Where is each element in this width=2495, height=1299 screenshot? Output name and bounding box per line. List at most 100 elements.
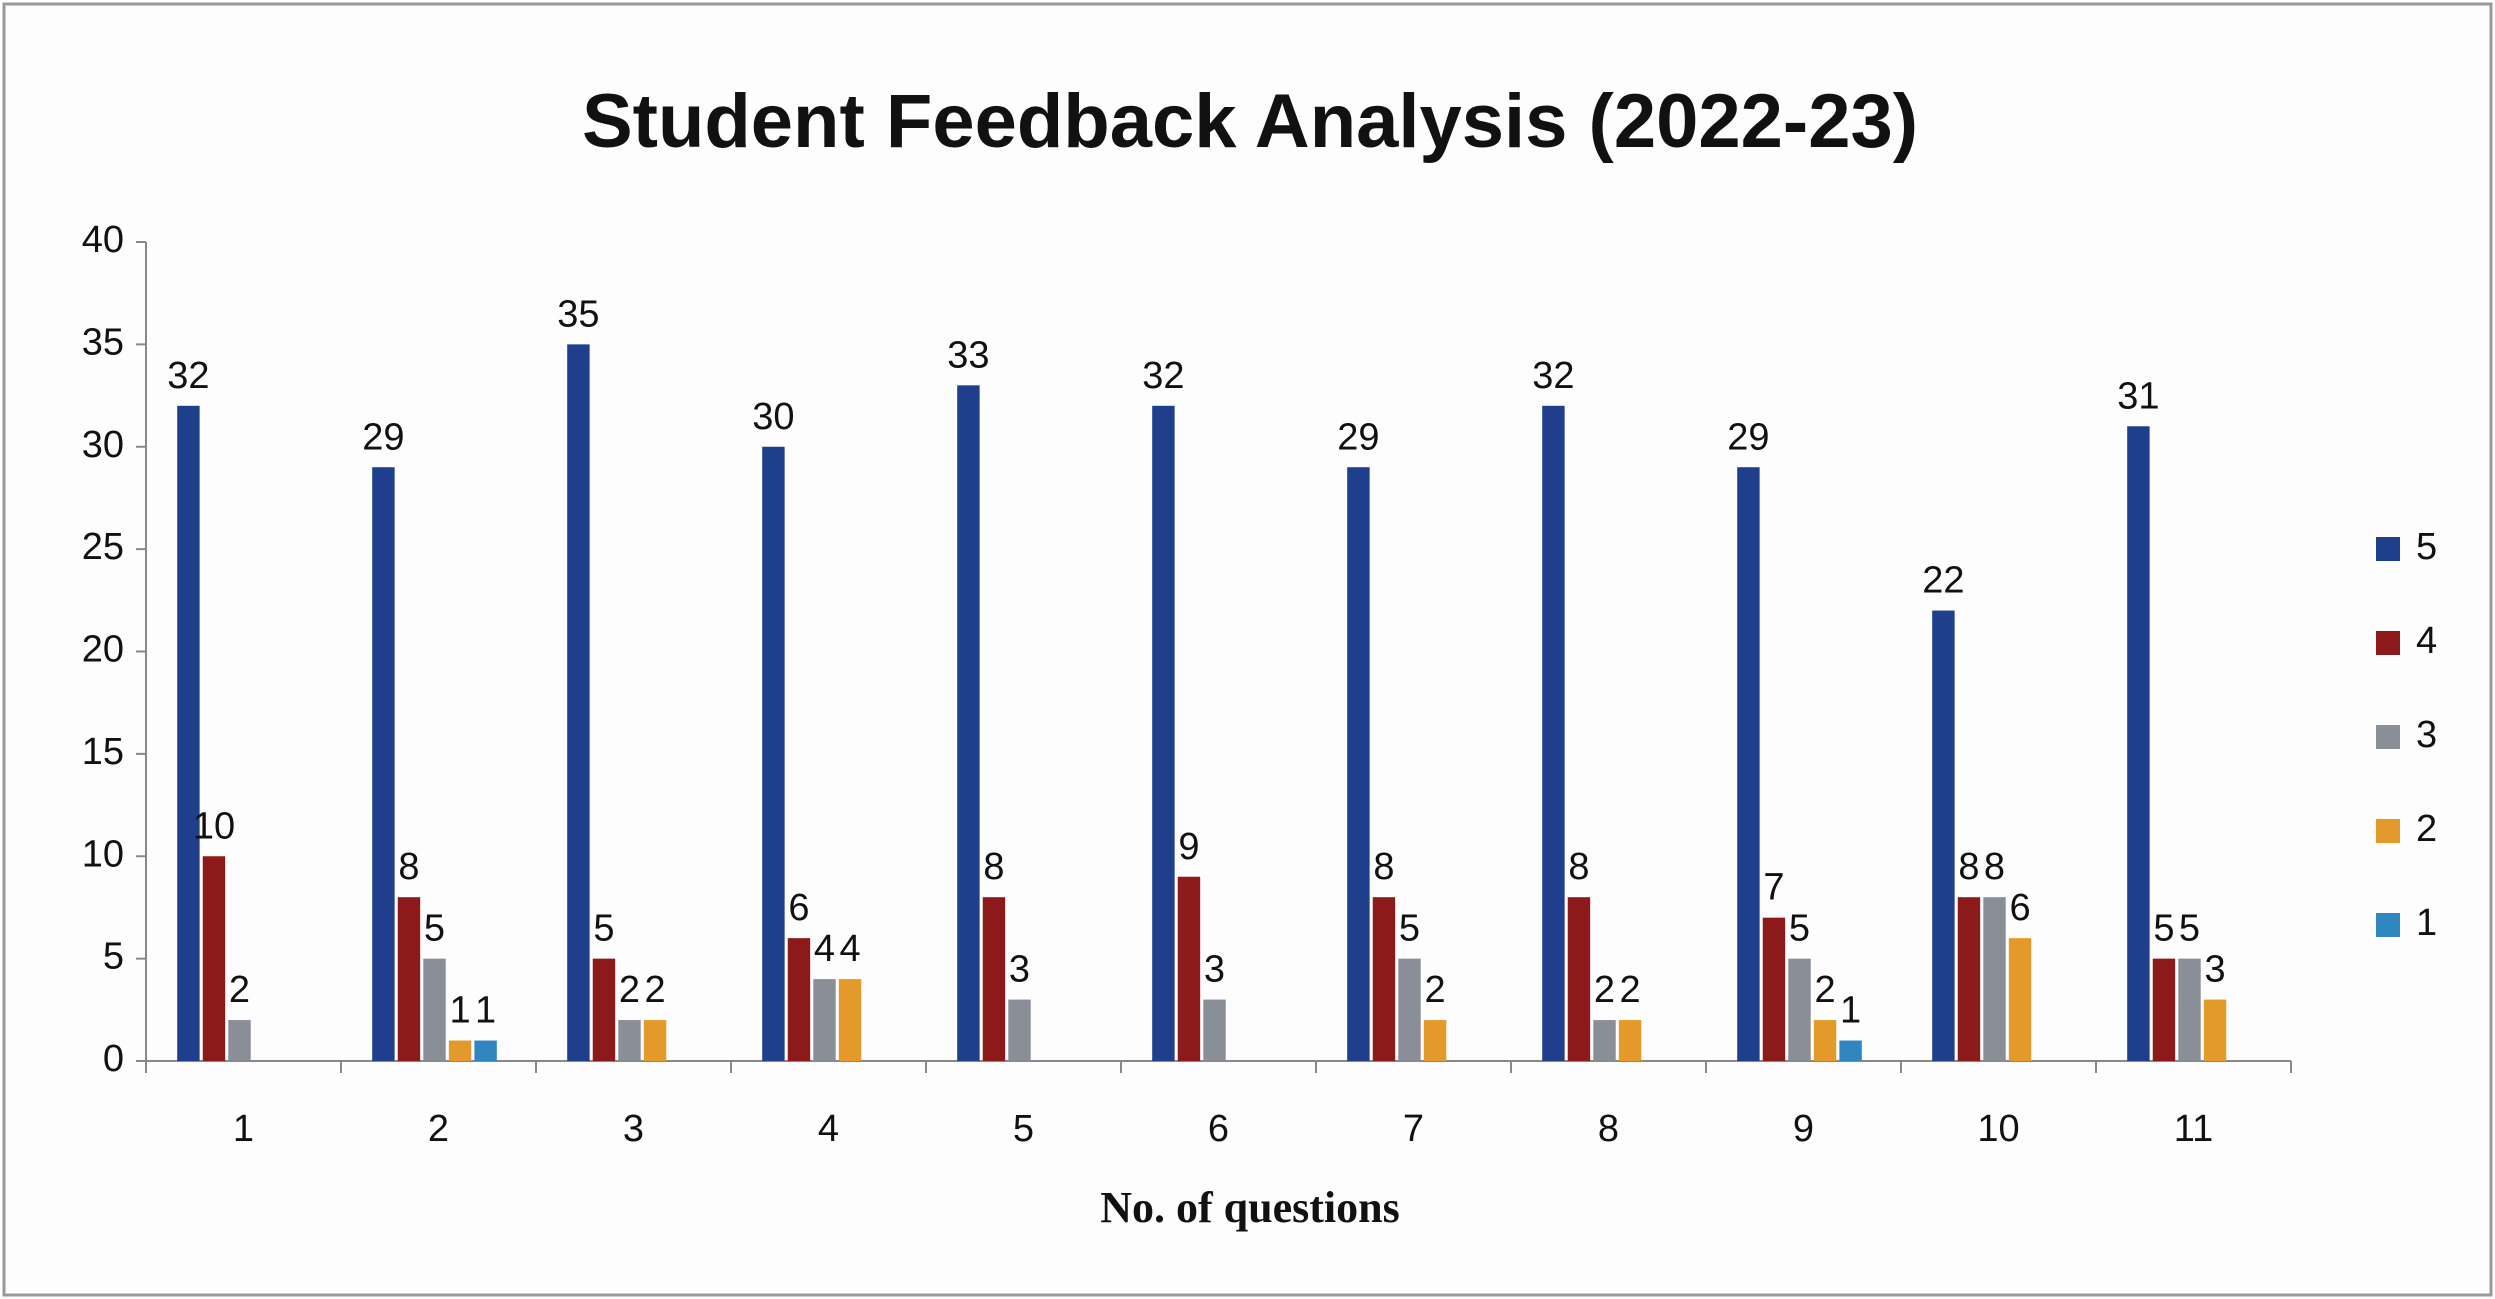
data-label: 2 bbox=[619, 969, 640, 1011]
legend-swatch bbox=[2376, 631, 2400, 655]
bar bbox=[567, 344, 590, 1061]
data-label: 35 bbox=[557, 293, 599, 335]
legend-label: 4 bbox=[2416, 620, 2437, 662]
data-label: 2 bbox=[1619, 969, 1640, 1011]
data-label: 32 bbox=[1532, 355, 1574, 397]
data-label: 4 bbox=[839, 928, 860, 970]
bar bbox=[448, 1040, 472, 1061]
legend-label: 1 bbox=[2416, 902, 2437, 944]
bar bbox=[1177, 876, 1201, 1061]
data-label: 5 bbox=[424, 908, 445, 950]
data-label: 2 bbox=[644, 969, 665, 1011]
data-label: 2 bbox=[1424, 969, 1445, 1011]
x-axis-title: No. of questions bbox=[1100, 1183, 1400, 1232]
x-tick-label: 6 bbox=[1208, 1108, 1229, 1150]
bar bbox=[1957, 897, 1981, 1061]
bar bbox=[982, 897, 1006, 1061]
data-label: 3 bbox=[2204, 949, 2225, 991]
data-label: 32 bbox=[167, 355, 209, 397]
legend-label: 3 bbox=[2416, 714, 2437, 756]
bar bbox=[957, 385, 980, 1061]
y-tick-label: 10 bbox=[82, 833, 124, 875]
data-label: 5 bbox=[1399, 908, 1420, 950]
bar bbox=[1372, 897, 1396, 1061]
x-tick-label: 2 bbox=[428, 1108, 449, 1150]
data-label: 31 bbox=[2117, 375, 2159, 417]
y-tick-label: 35 bbox=[82, 321, 124, 363]
data-label: 29 bbox=[362, 416, 404, 458]
data-label: 29 bbox=[1727, 416, 1769, 458]
y-tick-label: 40 bbox=[82, 219, 124, 261]
data-label: 29 bbox=[1337, 416, 1379, 458]
bar bbox=[1762, 917, 1786, 1061]
bar bbox=[1347, 467, 1370, 1062]
bar bbox=[1839, 1040, 1862, 1061]
y-tick-label: 20 bbox=[82, 629, 124, 671]
bar bbox=[2152, 958, 2176, 1061]
x-tick-label: 3 bbox=[623, 1108, 644, 1150]
data-label: 8 bbox=[398, 846, 419, 888]
x-tick-label: 11 bbox=[2174, 1108, 2213, 1150]
legend-swatch bbox=[2376, 725, 2400, 749]
bar bbox=[1983, 897, 2006, 1061]
bar bbox=[474, 1040, 497, 1061]
chart-title: Student Feedback Analysis (2022-23) bbox=[582, 79, 1918, 164]
bar bbox=[1008, 999, 1031, 1061]
bar bbox=[1567, 897, 1591, 1061]
data-label: 2 bbox=[1594, 969, 1615, 1011]
x-tick-label: 1 bbox=[233, 1108, 254, 1150]
bar bbox=[592, 958, 616, 1061]
data-label: 5 bbox=[2179, 908, 2200, 950]
legend-label: 2 bbox=[2416, 808, 2437, 850]
data-label: 2 bbox=[229, 969, 250, 1011]
bar bbox=[1932, 610, 1955, 1061]
data-label: 4 bbox=[814, 928, 835, 970]
legend-swatch bbox=[2376, 537, 2400, 561]
y-tick-label: 15 bbox=[82, 731, 124, 773]
bar bbox=[423, 958, 446, 1061]
legend-swatch bbox=[2376, 819, 2400, 843]
bar bbox=[1542, 405, 1565, 1061]
data-label: 3 bbox=[1204, 949, 1225, 991]
bar bbox=[1737, 467, 1760, 1062]
bar bbox=[177, 405, 200, 1061]
legend-swatch bbox=[2376, 913, 2400, 937]
x-tick-label: 4 bbox=[818, 1108, 839, 1150]
x-tick-label: 10 bbox=[1977, 1108, 2019, 1150]
data-label: 22 bbox=[1922, 560, 1964, 602]
bar bbox=[1203, 999, 1226, 1061]
data-label: 8 bbox=[1958, 846, 1979, 888]
data-label: 30 bbox=[752, 396, 794, 438]
data-label: 8 bbox=[983, 846, 1004, 888]
data-label: 33 bbox=[947, 334, 989, 376]
bar bbox=[372, 467, 395, 1062]
data-label: 9 bbox=[1178, 826, 1199, 868]
y-tick-label: 30 bbox=[82, 424, 124, 466]
bar bbox=[2127, 426, 2150, 1061]
data-label: 8 bbox=[1568, 846, 1589, 888]
bar bbox=[813, 979, 836, 1061]
data-label: 6 bbox=[2009, 887, 2030, 929]
bar bbox=[1813, 1020, 1837, 1061]
bar bbox=[618, 1020, 641, 1061]
bar bbox=[2203, 999, 2227, 1061]
data-label: 5 bbox=[593, 908, 614, 950]
bar bbox=[762, 446, 785, 1061]
bar bbox=[1618, 1020, 1642, 1061]
data-label: 7 bbox=[1763, 867, 1784, 909]
data-label: 6 bbox=[788, 887, 809, 929]
data-label: 2 bbox=[1814, 969, 1835, 1011]
data-label: 8 bbox=[1373, 846, 1394, 888]
data-label: 1 bbox=[1840, 990, 1861, 1032]
bar bbox=[1788, 958, 1811, 1061]
data-label: 32 bbox=[1142, 355, 1184, 397]
y-tick-label: 0 bbox=[103, 1038, 124, 1080]
legend-label: 5 bbox=[2416, 526, 2437, 568]
bar bbox=[838, 979, 862, 1061]
bar bbox=[1423, 1020, 1447, 1061]
x-tick-label: 5 bbox=[1013, 1108, 1034, 1150]
bar bbox=[2008, 938, 2032, 1061]
